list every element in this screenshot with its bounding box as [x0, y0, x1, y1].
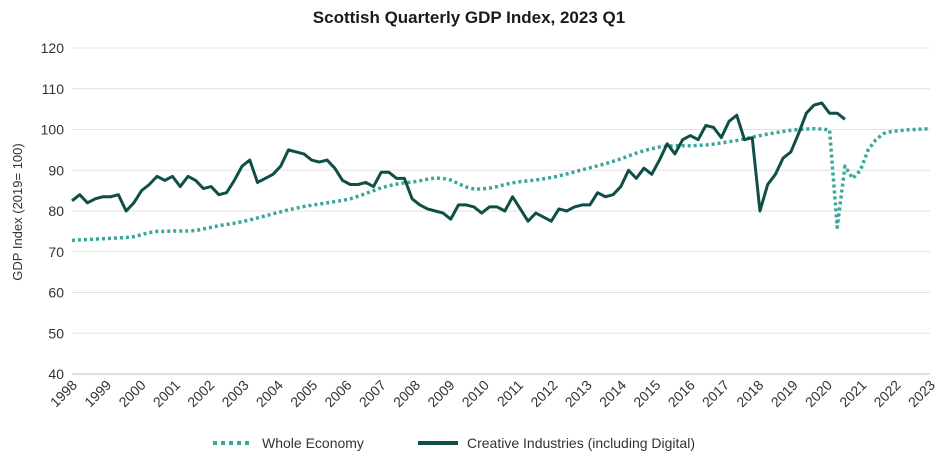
x-tick-label: 2015 [630, 377, 663, 410]
x-tick-label: 2001 [150, 377, 183, 410]
x-tick-label: 2007 [356, 377, 389, 410]
x-tick-label: 2000 [115, 377, 148, 410]
x-tick-label: 2011 [494, 377, 527, 410]
y-axis-ticks: 40 50 60 70 80 90 100 110 120 [41, 40, 65, 382]
x-tick-label: 2008 [390, 377, 423, 410]
chart-title: Scottish Quarterly GDP Index, 2023 Q1 [312, 8, 626, 27]
legend-label-creative-industries: Creative Industries (including Digital) [467, 435, 695, 451]
y-tick-label: 90 [48, 162, 64, 178]
x-tick-label: 2023 [905, 377, 938, 410]
x-tick-label: 2014 [596, 377, 629, 410]
x-tick-label: 2004 [253, 377, 286, 410]
x-tick-label: 2022 [870, 377, 903, 410]
gridlines [72, 47, 930, 375]
x-axis-ticks: 1998 1999 2000 2001 2002 2003 2004 2005 2006 2007… [47, 377, 938, 410]
legend: Whole Economy Creative Industries (inclu… [213, 435, 695, 451]
x-tick-label: 2012 [527, 377, 560, 410]
legend-label-whole-economy: Whole Economy [262, 435, 364, 451]
x-tick-label: 2016 [665, 377, 698, 410]
series-lines [71, 101, 931, 243]
y-tick-label: 80 [48, 203, 64, 219]
y-tick-label: 50 [48, 325, 64, 341]
series-line-creative-industries [71, 101, 846, 223]
y-tick-label: 70 [48, 244, 64, 260]
x-tick-label: 2017 [699, 377, 732, 410]
x-tick-label: 2006 [321, 377, 354, 410]
x-tick-label: 2013 [562, 377, 595, 410]
y-tick-label: 40 [48, 366, 64, 382]
x-tick-label: 2003 [218, 377, 251, 410]
y-tick-label: 100 [41, 122, 65, 138]
y-tick-label: 110 [42, 81, 65, 97]
y-axis-label: GDP Index (2019= 100) [10, 143, 25, 280]
x-tick-label: 2010 [459, 377, 492, 410]
x-tick-label: 2009 [424, 377, 457, 410]
x-tick-label: 1999 [81, 377, 114, 410]
x-tick-label: 2018 [733, 377, 766, 410]
y-tick-label: 120 [41, 40, 65, 56]
x-tick-label: 2020 [802, 377, 835, 410]
x-tick-label: 2002 [184, 377, 217, 410]
x-tick-label: 2005 [287, 377, 320, 410]
x-tick-label: 2021 [836, 377, 869, 410]
x-tick-label: 2019 [767, 377, 800, 410]
y-tick-label: 60 [48, 285, 64, 301]
series-line-whole-economy [71, 126, 931, 243]
